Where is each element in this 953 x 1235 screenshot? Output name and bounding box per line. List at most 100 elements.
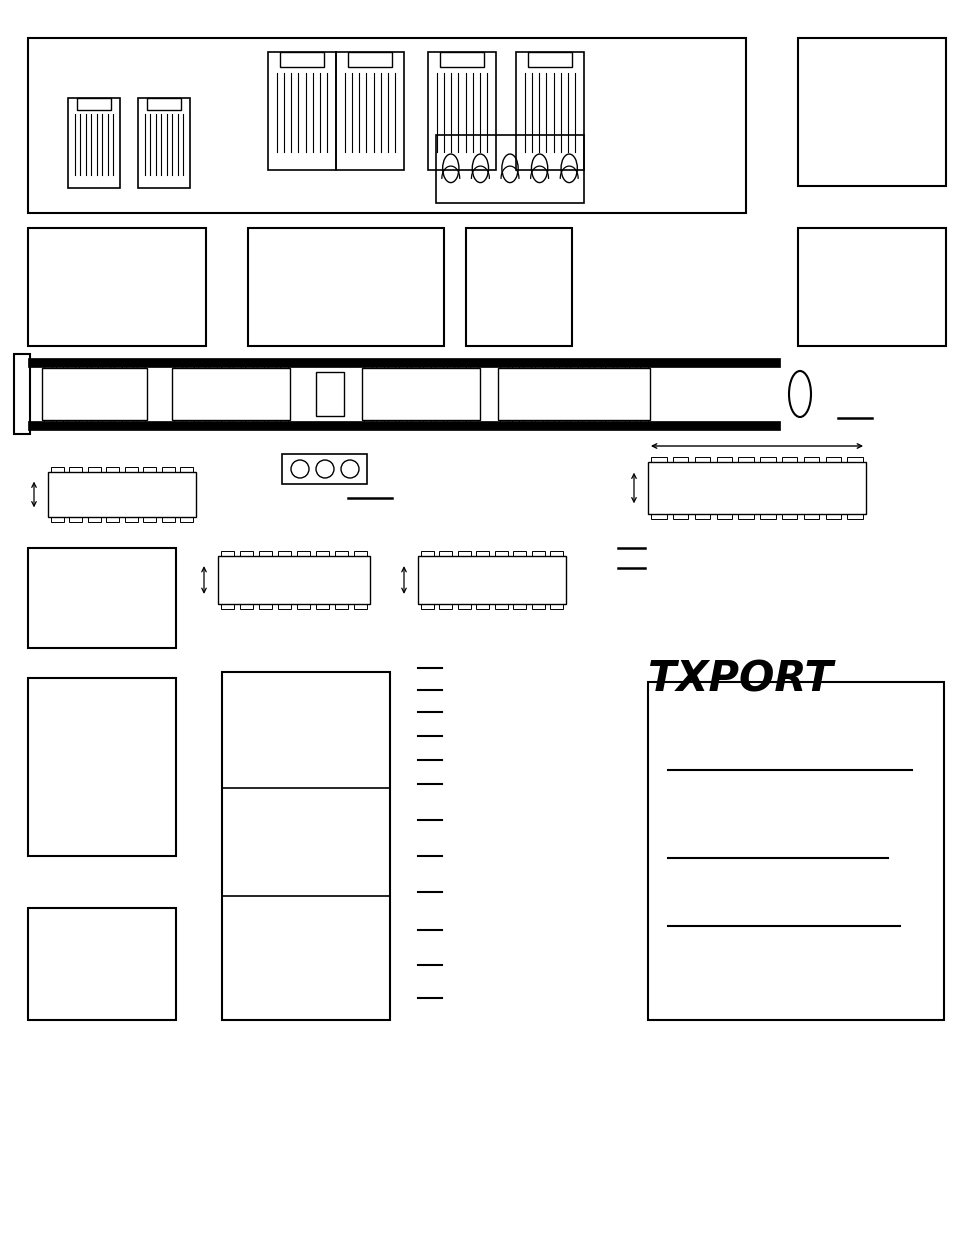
Bar <box>91 420 98 425</box>
Bar <box>102 420 110 425</box>
Bar <box>476 551 489 556</box>
Bar <box>457 551 470 556</box>
Bar <box>102 363 110 368</box>
Bar <box>499 363 507 368</box>
Bar <box>221 363 229 368</box>
Bar <box>446 363 454 368</box>
Bar <box>523 363 531 368</box>
Bar <box>495 551 507 556</box>
Bar <box>173 420 181 425</box>
Bar <box>143 467 156 472</box>
Bar <box>694 457 709 462</box>
Bar <box>499 420 507 425</box>
Bar <box>28 678 175 856</box>
Bar <box>106 467 119 472</box>
Bar <box>651 457 666 462</box>
Bar <box>435 420 442 425</box>
Bar <box>248 228 443 346</box>
Bar <box>268 363 275 368</box>
Bar <box>420 604 434 609</box>
Bar <box>162 517 174 522</box>
Bar <box>268 52 335 170</box>
Bar <box>239 551 253 556</box>
Bar <box>639 363 647 368</box>
Bar <box>824 514 840 519</box>
Bar <box>760 457 775 462</box>
Bar <box>550 604 562 609</box>
Bar <box>173 363 181 368</box>
Bar <box>550 551 562 556</box>
Bar <box>651 514 666 519</box>
Bar <box>781 457 797 462</box>
Bar <box>428 52 496 170</box>
Bar <box>420 551 434 556</box>
Bar <box>68 363 75 368</box>
Bar <box>846 514 862 519</box>
Bar <box>277 551 291 556</box>
Bar <box>639 420 647 425</box>
Bar <box>781 514 797 519</box>
Bar <box>581 363 589 368</box>
Bar <box>375 420 383 425</box>
Bar <box>218 556 370 604</box>
Bar <box>126 420 133 425</box>
Bar <box>277 604 291 609</box>
Bar <box>716 457 731 462</box>
Bar <box>197 363 205 368</box>
Bar <box>824 457 840 462</box>
Bar <box>513 551 526 556</box>
Bar <box>546 363 554 368</box>
Bar <box>180 517 193 522</box>
Bar <box>106 517 119 522</box>
Bar <box>28 358 780 367</box>
Bar <box>465 228 572 346</box>
Bar <box>803 457 819 462</box>
Bar <box>44 363 51 368</box>
Bar <box>114 420 121 425</box>
Bar <box>335 604 348 609</box>
Bar <box>279 52 324 68</box>
Bar <box>760 514 775 519</box>
Bar <box>296 551 310 556</box>
Bar <box>28 421 780 430</box>
Bar <box>233 420 240 425</box>
Bar <box>797 38 945 186</box>
Bar <box>422 363 431 368</box>
Bar <box>77 98 111 110</box>
Bar <box>335 52 403 170</box>
Bar <box>495 604 507 609</box>
Bar <box>535 420 542 425</box>
Bar <box>220 604 233 609</box>
Bar <box>335 551 348 556</box>
Bar <box>280 363 288 368</box>
Bar <box>221 420 229 425</box>
Bar <box>79 420 87 425</box>
Bar <box>593 420 600 425</box>
Bar <box>375 363 383 368</box>
Bar <box>28 228 206 346</box>
Bar <box>315 604 329 609</box>
Bar <box>44 420 51 425</box>
Bar <box>315 551 329 556</box>
Bar <box>233 363 240 368</box>
Bar <box>535 363 542 368</box>
Bar <box>180 467 193 472</box>
Bar <box>399 420 407 425</box>
Bar <box>210 363 217 368</box>
Bar <box>143 517 156 522</box>
Bar <box>738 457 753 462</box>
Bar <box>162 467 174 472</box>
Bar <box>673 457 688 462</box>
Bar <box>55 420 63 425</box>
Bar <box>846 457 862 462</box>
Bar <box>14 354 30 433</box>
Bar <box>88 517 101 522</box>
Bar <box>438 604 452 609</box>
Bar <box>435 363 442 368</box>
Bar <box>387 420 395 425</box>
Bar <box>604 420 612 425</box>
Bar <box>803 514 819 519</box>
Bar <box>422 420 431 425</box>
Bar <box>125 517 137 522</box>
Bar <box>126 363 133 368</box>
